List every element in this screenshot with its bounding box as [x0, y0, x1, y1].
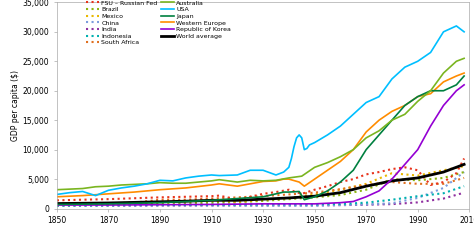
Y-axis label: GDP per capita ($): GDP per capita ($)	[11, 70, 20, 141]
Legend: FSU – Russian Fed, Brazil, Mexico, China, India, Indonesia, South Africa, Austra: FSU – Russian Fed, Brazil, Mexico, China…	[86, 0, 231, 46]
